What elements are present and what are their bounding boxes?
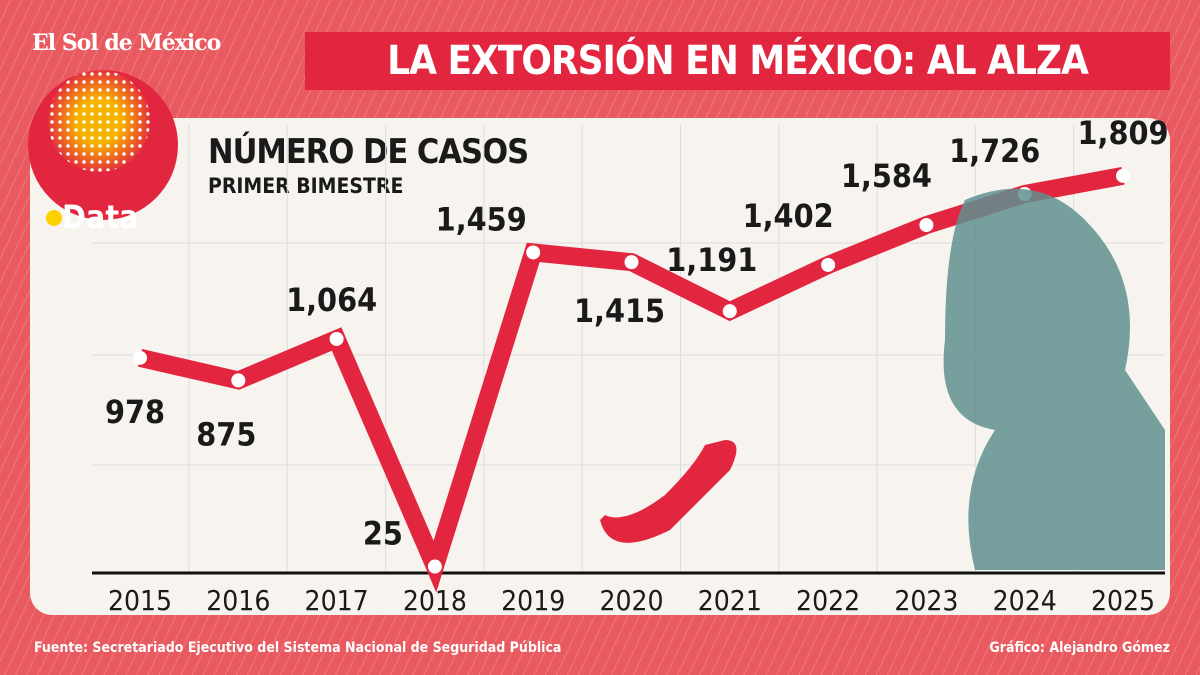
yellow-dot-icon <box>46 210 62 226</box>
data-label: 875 <box>196 415 256 453</box>
data-point <box>231 373 246 388</box>
data-point <box>526 245 541 260</box>
x-tick-label: 2020 <box>599 584 663 617</box>
data-label: 1,726 <box>949 132 1040 170</box>
data-label: 978 <box>105 393 165 431</box>
data-point <box>427 559 442 574</box>
chart-title: NÚMERO DE CASOS <box>208 132 529 172</box>
data-label: 1,584 <box>841 157 932 195</box>
x-tick-label: 2015 <box>108 584 172 617</box>
x-tick-label: 2019 <box>501 584 565 617</box>
x-tick-label: 2021 <box>698 584 762 617</box>
x-tick-label: 2018 <box>403 584 467 617</box>
data-point <box>133 350 147 365</box>
data-label: 25 <box>363 515 403 553</box>
data-label: 1,191 <box>666 241 757 279</box>
page-title: LA EXTORSIÓN EN MÉXICO: AL ALZA <box>305 32 1170 90</box>
x-tick-label: 2023 <box>894 584 958 617</box>
data-point <box>1116 168 1130 183</box>
data-point <box>624 255 639 270</box>
data-point <box>919 218 934 233</box>
data-point <box>329 331 344 346</box>
x-tick-label: 2016 <box>206 584 270 617</box>
data-point <box>821 257 836 272</box>
brand-logo: El Sol de México <box>32 30 221 56</box>
dot-pattern-icon <box>48 70 150 172</box>
data-point <box>722 304 737 319</box>
data-label: 1,415 <box>574 292 665 330</box>
x-tick-label: 2025 <box>1091 584 1155 617</box>
data-label: 1,402 <box>743 197 834 235</box>
phone-handset-icon <box>600 440 737 543</box>
data-logo-text: Data <box>62 198 139 236</box>
data-label: 1,064 <box>286 281 377 319</box>
chart-subtitle: PRIMER BIMESTRE <box>208 174 404 198</box>
x-tick-label: 2017 <box>305 584 369 617</box>
x-tick-label: 2022 <box>796 584 860 617</box>
source-note: Fuente: Secretariado Ejecutivo del Siste… <box>34 640 562 656</box>
credit-note: Gráfico: Alejandro Gómez <box>989 640 1170 656</box>
x-tick-label: 2024 <box>993 584 1057 617</box>
data-label: 1,809 <box>1077 114 1168 152</box>
angry-man-illustration <box>943 188 1165 570</box>
data-label: 1,459 <box>436 200 527 238</box>
